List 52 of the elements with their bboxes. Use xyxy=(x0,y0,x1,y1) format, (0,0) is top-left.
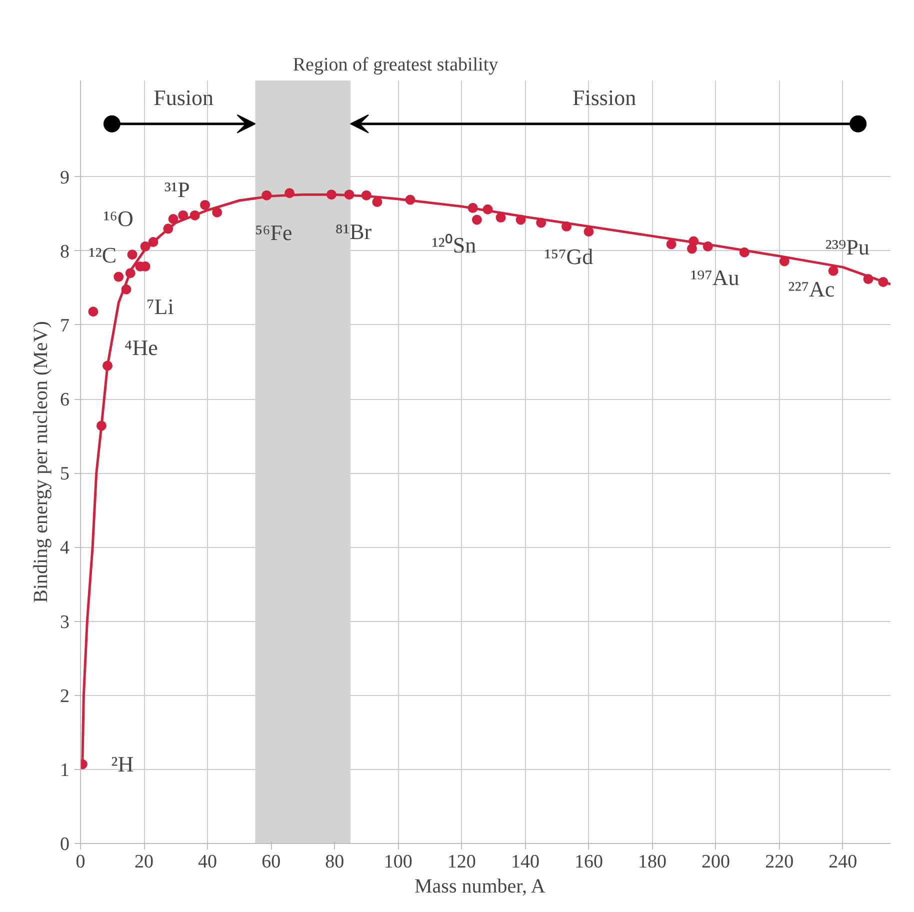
annotation: Fission xyxy=(572,84,636,110)
x-tick-label: 180 xyxy=(638,852,667,872)
annotation: ¹²C xyxy=(88,242,117,268)
annotation: ²H xyxy=(111,752,134,777)
point xyxy=(828,266,838,276)
point xyxy=(200,200,210,210)
x-tick-label: 140 xyxy=(510,852,540,872)
y-tick-label: 3 xyxy=(60,612,70,633)
annotation: ⁷Li xyxy=(146,294,174,319)
point xyxy=(127,250,138,260)
x-axis-title: Mass number, A xyxy=(414,876,546,898)
point xyxy=(496,212,506,223)
y-tick-label: 4 xyxy=(60,538,70,559)
annotation: ¹⁵⁷Gd xyxy=(544,244,594,270)
point xyxy=(666,239,676,250)
x-tick-label: 100 xyxy=(384,852,412,872)
annotation: ¹⁹⁷Au xyxy=(690,264,740,290)
x-tick-label: 20 xyxy=(134,852,154,872)
band-label: Region of greatest stability xyxy=(292,54,499,76)
x-tick-label: 120 xyxy=(447,852,476,872)
point xyxy=(584,226,594,237)
y-tick-label: 9 xyxy=(60,167,70,188)
point xyxy=(88,306,98,317)
x-tick-label: 220 xyxy=(765,852,794,872)
annotation: ³¹P xyxy=(164,176,190,202)
annotation: ¹²⁰Sn xyxy=(432,232,476,258)
y-tick-label: 6 xyxy=(60,390,70,411)
x-tick-label: 240 xyxy=(828,852,858,872)
x-tick-label: 80 xyxy=(325,852,344,872)
y-tick-label: 8 xyxy=(60,241,70,262)
point xyxy=(472,214,482,225)
x-tick-label: 60 xyxy=(262,852,281,872)
x-tick-label: 200 xyxy=(702,852,730,872)
annotation: ²³⁹Pu xyxy=(825,234,870,260)
point xyxy=(114,272,124,282)
y-axis-title: Binding energy per nucleon (MeV) xyxy=(30,321,52,603)
annotation: ⁴He xyxy=(124,335,158,360)
y-tick-label: 1 xyxy=(60,760,70,781)
annotation: ²²⁷Ac xyxy=(788,276,835,302)
point xyxy=(372,196,382,207)
annotation: ¹⁶O xyxy=(103,206,134,232)
annotation: Fusion xyxy=(154,84,214,110)
x-tick-label: 160 xyxy=(574,852,603,872)
y-tick-label: 7 xyxy=(60,315,70,336)
y-tick-label: 0 xyxy=(60,834,70,855)
x-tick-label: 40 xyxy=(198,852,218,872)
annotation: ⁸¹Br xyxy=(335,219,372,244)
annotation: ⁵⁶Fe xyxy=(254,220,292,245)
point xyxy=(212,207,222,218)
y-tick-label: 5 xyxy=(60,464,70,485)
y-tick-label: 2 xyxy=(60,686,70,707)
x-tick-label: 0 xyxy=(76,852,86,872)
